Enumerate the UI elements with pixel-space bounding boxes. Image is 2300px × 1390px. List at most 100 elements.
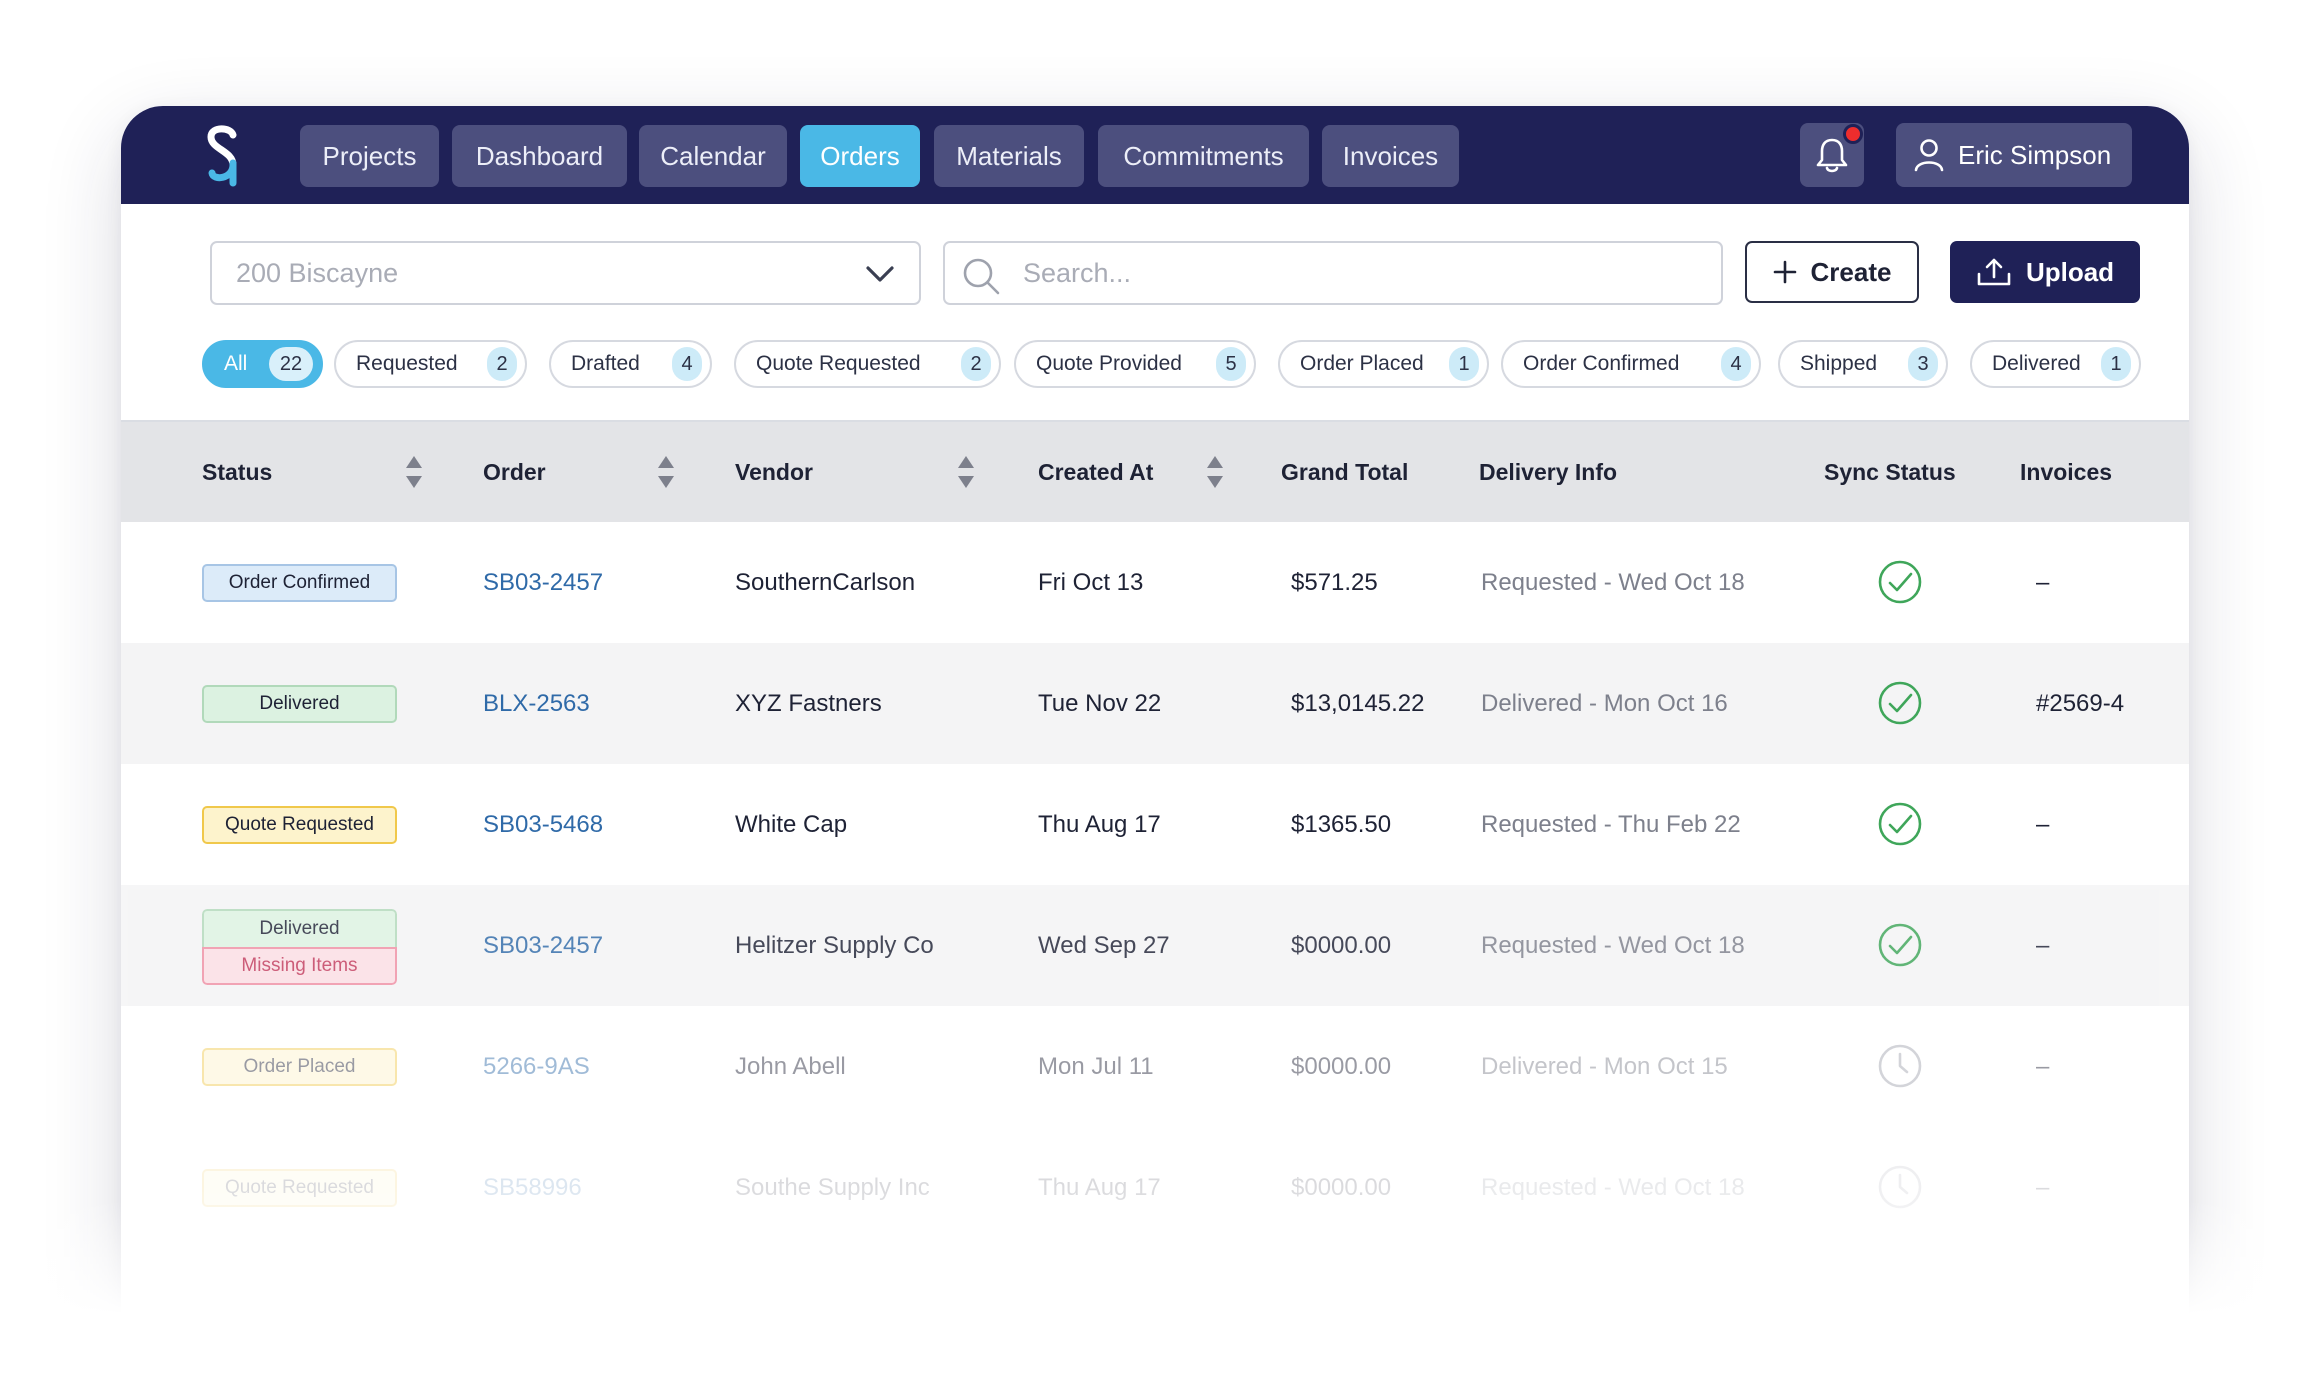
- column-header-status[interactable]: Status: [202, 422, 272, 522]
- created-at: Wed Sep 27: [1038, 931, 1170, 959]
- nav-tab-orders[interactable]: Orders: [800, 125, 920, 187]
- filter-chip-delivered[interactable]: Delivered 1: [1970, 340, 2141, 388]
- filter-chip-order-confirmed[interactable]: Order Confirmed 4: [1501, 340, 1761, 388]
- order-link[interactable]: 5266-9AS: [483, 1052, 590, 1080]
- vendor-name: Southe Supply Inc: [735, 1173, 930, 1201]
- app-window: Projects Dashboard Calendar Orders Mater…: [121, 106, 2189, 1390]
- nav-tab-invoices[interactable]: Invoices: [1322, 125, 1459, 187]
- table-row[interactable]: Delivered BLX-2563 XYZ Fastners Tue Nov …: [121, 643, 2189, 764]
- filter-chip-count: 5: [1216, 347, 1246, 381]
- order-link[interactable]: SB03-2457: [483, 931, 604, 959]
- filter-chip-count: 4: [1721, 347, 1751, 381]
- create-button[interactable]: Create: [1745, 241, 1919, 303]
- created-at: Thu Aug 17: [1038, 1173, 1161, 1201]
- grand-total: $0000.00: [1291, 1173, 1392, 1201]
- column-header-label: Sync Status: [1824, 458, 1956, 485]
- filter-chip-count: 2: [961, 347, 991, 381]
- order-link[interactable]: SB03-2457: [483, 568, 604, 596]
- column-header-created-at[interactable]: Created At: [1038, 422, 1153, 522]
- order-link[interactable]: SB03-5468: [483, 810, 604, 838]
- delivery-info: Delivered - Mon Oct 16: [1481, 689, 1728, 717]
- clock-icon: [1878, 1165, 1922, 1209]
- created-at: Tue Nov 22: [1038, 689, 1162, 717]
- column-header-grand-total[interactable]: Grand Total: [1281, 422, 1408, 522]
- filter-chip-label: Delivered: [1992, 352, 2081, 375]
- status-badge: Order Confirmed: [202, 564, 397, 602]
- filter-chip-count: 3: [1908, 347, 1938, 381]
- invoice-ref: –: [2036, 1052, 2050, 1080]
- project-select[interactable]: 200 Biscayne: [210, 241, 921, 305]
- nav-tab-projects[interactable]: Projects: [300, 125, 439, 187]
- filter-chip-requested[interactable]: Requested 2: [334, 340, 527, 388]
- column-header-delivery-info[interactable]: Delivery Info: [1479, 422, 1617, 522]
- delivery-info: Delivered - Mon Oct 15: [1481, 1052, 1728, 1080]
- status-badge-split: Delivered Missing Items: [202, 909, 397, 985]
- search-input[interactable]: Search...: [943, 241, 1723, 305]
- upload-button-label: Upload: [2025, 256, 2115, 287]
- delivery-info: Requested - Wed Oct 18: [1481, 1173, 1745, 1201]
- filter-chip-all[interactable]: All 22: [202, 340, 323, 388]
- user-name: Eric Simpson: [1958, 139, 2112, 170]
- vendor-name: Helitzer Supply Co: [735, 931, 934, 959]
- filter-chip-label: Requested: [356, 352, 458, 375]
- filter-chip-count: 22: [269, 347, 313, 381]
- invoice-link[interactable]: #2569-4: [2036, 689, 2125, 717]
- status-badge: Delivered: [202, 685, 397, 723]
- filter-chip-label: Shipped: [1800, 352, 1878, 375]
- delivery-info: Requested - Wed Oct 18: [1481, 931, 1745, 959]
- filter-chip-order-placed[interactable]: Order Placed 1: [1278, 340, 1489, 388]
- filter-chip-label: All: [224, 352, 248, 375]
- column-header-sync-status[interactable]: Sync Status: [1824, 422, 1956, 522]
- table-row[interactable]: Quote Requested SB58996 Southe Supply In…: [121, 1127, 2189, 1248]
- search-placeholder: Search...: [1023, 257, 1132, 288]
- notifications-button[interactable]: [1800, 123, 1864, 187]
- sort-icon[interactable]: [957, 455, 975, 489]
- table-row[interactable]: Order Confirmed SB03-2457 SouthernCarlso…: [121, 522, 2189, 643]
- sort-icon[interactable]: [1206, 455, 1224, 489]
- vendor-name: John Abell: [735, 1052, 846, 1080]
- invoice-ref: –: [2036, 1173, 2050, 1201]
- created-at: Fri Oct 13: [1038, 568, 1144, 596]
- table-row[interactable]: Order Placed 5266-9AS John Abell Mon Jul…: [121, 1006, 2189, 1127]
- logo[interactable]: [203, 123, 243, 187]
- status-badge: Quote Requested: [202, 1169, 397, 1207]
- vendor-name: SouthernCarlson: [735, 568, 916, 596]
- column-header-invoices[interactable]: Invoices: [2020, 422, 2112, 522]
- column-header-label: Grand Total: [1281, 458, 1409, 485]
- user-menu-button[interactable]: Eric Simpson: [1896, 123, 2132, 187]
- invoice-ref: –: [2036, 568, 2050, 596]
- nav-tab-materials[interactable]: Materials: [934, 125, 1084, 187]
- delivery-info: Requested - Wed Oct 18: [1481, 568, 1745, 596]
- check-circle-icon: [1878, 560, 1922, 604]
- filter-chip-count: 1: [1449, 347, 1479, 381]
- nav-tab-commitments[interactable]: Commitments: [1098, 125, 1309, 187]
- order-link[interactable]: SB58996: [483, 1173, 582, 1201]
- filter-chip-quote-provided[interactable]: Quote Provided 5: [1014, 340, 1256, 388]
- search-icon: [963, 258, 1000, 295]
- order-link[interactable]: BLX-2563: [483, 689, 590, 717]
- plus-icon: [1773, 260, 1796, 284]
- nav-tab-dashboard[interactable]: Dashboard: [452, 125, 627, 187]
- invoice-ref: –: [2036, 810, 2050, 838]
- column-header-label: Status: [202, 458, 273, 485]
- status-badge: Quote Requested: [202, 806, 397, 844]
- nav-tab-calendar[interactable]: Calendar: [639, 125, 787, 187]
- column-header-order[interactable]: Order: [483, 422, 546, 522]
- upload-button[interactable]: Upload: [1950, 241, 2140, 303]
- created-at: Thu Aug 17: [1038, 810, 1161, 838]
- upload-icon: [1977, 258, 2011, 286]
- sort-icon[interactable]: [405, 455, 423, 489]
- status-badge-warning: Missing Items: [202, 947, 397, 985]
- sort-icon[interactable]: [657, 455, 675, 489]
- filter-chip-quote-requested[interactable]: Quote Requested 2: [734, 340, 1001, 388]
- filter-chip-shipped[interactable]: Shipped 3: [1778, 340, 1948, 388]
- table-row[interactable]: Quote Requested SB03-5468 White Cap Thu …: [121, 764, 2189, 885]
- grand-total: $0000.00: [1291, 931, 1392, 959]
- table-row[interactable]: Delivered Missing Items SB03-2457 Helitz…: [121, 885, 2189, 1006]
- column-header-label: Delivery Info: [1479, 458, 1618, 485]
- top-nav: Projects Dashboard Calendar Orders Mater…: [121, 106, 2189, 204]
- column-header-vendor[interactable]: Vendor: [735, 422, 813, 522]
- filter-chip-drafted[interactable]: Drafted 4: [549, 340, 712, 388]
- check-circle-icon: [1878, 802, 1922, 846]
- check-circle-icon: [1878, 681, 1922, 725]
